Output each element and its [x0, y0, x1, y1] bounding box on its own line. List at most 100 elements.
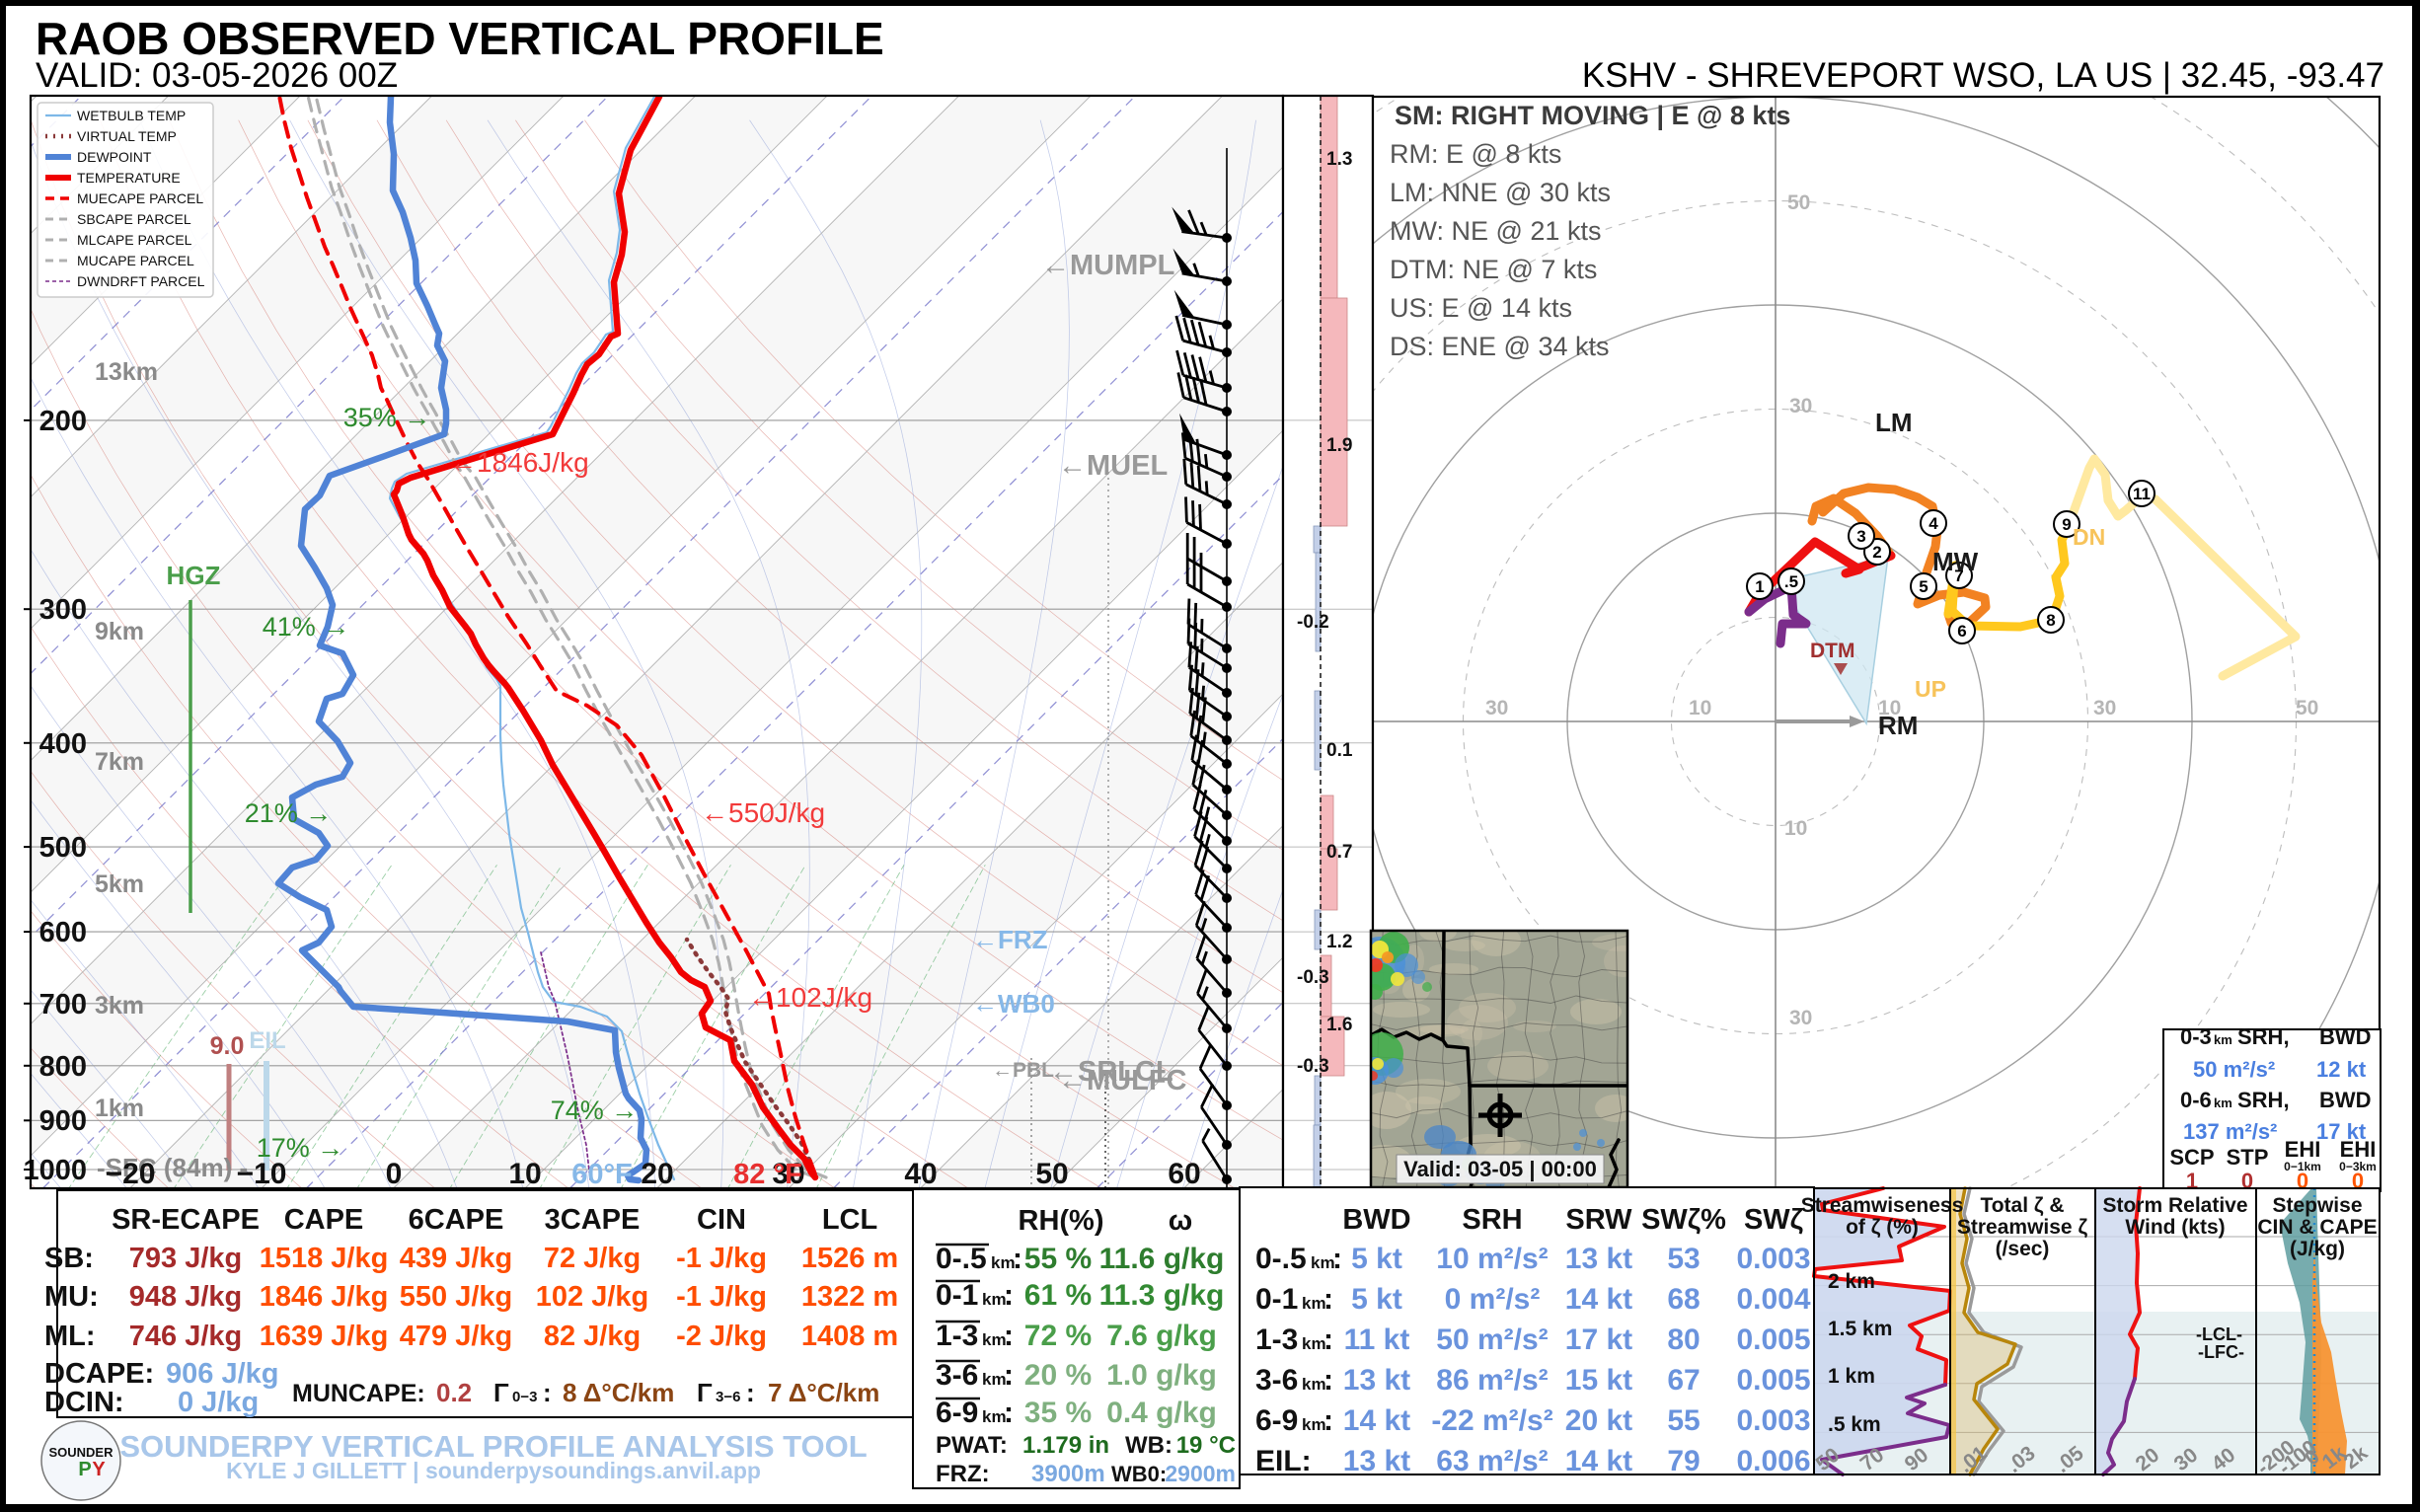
- svg-text:HGZ: HGZ: [167, 561, 221, 590]
- svg-text:6-9: 6-9: [1255, 1404, 1298, 1437]
- svg-text:1 km: 1 km: [1828, 1365, 1875, 1388]
- svg-text:11.3 g/kg: 11.3 g/kg: [1099, 1279, 1225, 1312]
- svg-text:2 km: 2 km: [1828, 1270, 1875, 1293]
- svg-text:20 kt: 20 kt: [1565, 1404, 1632, 1437]
- svg-text:0-1: 0-1: [1255, 1283, 1298, 1316]
- svg-text:30: 30: [1485, 697, 1508, 719]
- svg-text:6: 6: [1957, 622, 1966, 641]
- svg-text:-1 J/kg: -1 J/kg: [676, 1281, 767, 1313]
- svg-text:km: km: [982, 1290, 1007, 1309]
- svg-text:13 kt: 13 kt: [1343, 1364, 1410, 1397]
- svg-text:-22 m²/s²: -22 m²/s²: [1431, 1404, 1552, 1437]
- svg-text:1846 J/kg: 1846 J/kg: [260, 1281, 389, 1313]
- svg-text:1km: 1km: [95, 1095, 144, 1122]
- svg-text:6-9: 6-9: [936, 1397, 978, 1429]
- svg-text:km: km: [1302, 1375, 1326, 1394]
- svg-text:UP: UP: [1915, 676, 1946, 702]
- svg-text:VIRTUAL TEMP: VIRTUAL TEMP: [77, 128, 177, 144]
- svg-text:←WB0: ←WB0: [972, 989, 1055, 1019]
- svg-text:5 kt: 5 kt: [1351, 1283, 1402, 1316]
- svg-text:30: 30: [1789, 395, 1812, 417]
- svg-text:DTM: NE @ 7 kts: DTM: NE @ 7 kts: [1390, 255, 1597, 284]
- svg-text:RM: E @ 8 kts: RM: E @ 8 kts: [1390, 139, 1561, 169]
- svg-text:1.6: 1.6: [1326, 1015, 1352, 1035]
- svg-text::: :: [1013, 1243, 1022, 1275]
- svg-text:3-6: 3-6: [936, 1359, 978, 1392]
- svg-text:9.0: 9.0: [210, 1032, 245, 1060]
- svg-text:20 %: 20 %: [1024, 1359, 1092, 1392]
- svg-text:km: km: [1311, 1253, 1335, 1272]
- svg-text:MU:: MU:: [44, 1281, 99, 1313]
- svg-text:km: km: [1302, 1334, 1326, 1353]
- svg-text:14 kt: 14 kt: [1343, 1404, 1410, 1437]
- svg-text:439 J/kg: 439 J/kg: [400, 1243, 512, 1274]
- svg-text:1: 1: [2186, 1169, 2198, 1193]
- svg-text::: :: [1004, 1320, 1014, 1352]
- svg-text:RH(%): RH(%): [1019, 1205, 1104, 1237]
- svg-text:KYLE J GILLETT | sounderpysoun: KYLE J GILLETT | sounderpysoundings.anvi…: [226, 1458, 761, 1483]
- svg-text:5 kt: 5 kt: [1351, 1243, 1402, 1275]
- svg-text:3−6: 3−6: [716, 1389, 740, 1405]
- svg-text:SCP: SCP: [2169, 1145, 2214, 1170]
- svg-text:19 °C: 19 °C: [1176, 1432, 1236, 1459]
- svg-text:50 m²/s²: 50 m²/s²: [2193, 1057, 2275, 1082]
- svg-text:←MUEL: ←MUEL: [1058, 450, 1168, 482]
- svg-text:ML:: ML:: [44, 1321, 96, 1352]
- svg-text:1.9: 1.9: [1326, 435, 1352, 456]
- svg-text:0.005: 0.005: [1736, 1323, 1810, 1356]
- svg-text:SRH: SRH: [1462, 1204, 1522, 1236]
- svg-text:500: 500: [39, 832, 87, 864]
- svg-text:72 J/kg: 72 J/kg: [544, 1243, 641, 1274]
- svg-text:km: km: [982, 1407, 1007, 1426]
- svg-text:400: 400: [39, 728, 87, 760]
- svg-text:0: 0: [2241, 1169, 2253, 1193]
- svg-text:1.2: 1.2: [1326, 932, 1352, 952]
- svg-text:Γ: Γ: [493, 1378, 509, 1407]
- svg-text:0-3: 0-3: [2180, 1024, 2212, 1049]
- svg-text::: :: [1004, 1397, 1014, 1429]
- svg-text::: :: [1004, 1279, 1014, 1312]
- svg-text:21% →: 21% →: [245, 798, 333, 828]
- svg-text:6CAPE: 6CAPE: [409, 1204, 504, 1236]
- svg-text:1.179 in: 1.179 in: [1022, 1432, 1109, 1459]
- svg-text::: :: [1004, 1359, 1014, 1392]
- svg-text:7.6 g/kg: 7.6 g/kg: [1106, 1320, 1217, 1352]
- svg-text:3km: 3km: [95, 992, 144, 1020]
- svg-text:0: 0: [2297, 1169, 2308, 1193]
- svg-text:50 m²/s²: 50 m²/s²: [1436, 1323, 1548, 1356]
- svg-text:50: 50: [2296, 697, 2318, 719]
- svg-text:Valid: 03-05 | 00:00: Valid: 03-05 | 00:00: [1403, 1157, 1597, 1181]
- svg-text:km: km: [982, 1370, 1007, 1389]
- svg-text:WB:: WB:: [1125, 1432, 1172, 1459]
- svg-text:-SFC (84m) -: -SFC (84m) -: [97, 1153, 248, 1182]
- svg-text:68: 68: [1667, 1283, 1700, 1316]
- svg-text:0-6: 0-6: [2180, 1088, 2212, 1112]
- svg-text:PWAT:: PWAT:: [936, 1432, 1008, 1459]
- svg-text:14 kt: 14 kt: [1565, 1445, 1632, 1477]
- svg-text:←550J/kg: ←550J/kg: [701, 797, 825, 828]
- svg-text:11 kt: 11 kt: [1344, 1323, 1410, 1356]
- svg-text:−10: −10: [237, 1158, 287, 1190]
- svg-text:74% →: 74% →: [551, 1096, 639, 1125]
- svg-text:SWζ%: SWζ%: [1641, 1204, 1726, 1236]
- svg-text:0.003: 0.003: [1736, 1243, 1810, 1275]
- svg-text:13km: 13km: [95, 358, 158, 386]
- svg-text:61 %: 61 %: [1024, 1279, 1092, 1312]
- svg-text:1-3: 1-3: [936, 1320, 978, 1352]
- svg-text::: :: [1323, 1283, 1333, 1316]
- svg-text:3-6: 3-6: [1255, 1364, 1298, 1397]
- svg-text:TEMPERATURE: TEMPERATURE: [77, 170, 181, 186]
- svg-text:LM: NNE @ 30 kts: LM: NNE @ 30 kts: [1390, 178, 1611, 207]
- svg-text:MW: MW: [1932, 547, 1979, 576]
- svg-text:SR-ECAPE: SR-ECAPE: [112, 1204, 260, 1236]
- svg-text:0-.5: 0-.5: [1255, 1243, 1307, 1275]
- svg-text:80: 80: [1667, 1323, 1700, 1356]
- svg-text:BWD: BWD: [1342, 1204, 1410, 1236]
- svg-text:900: 900: [39, 1105, 87, 1137]
- svg-text:50: 50: [1787, 191, 1810, 214]
- svg-text:906 J/kg: 906 J/kg: [166, 1358, 278, 1390]
- svg-text:60: 60: [1168, 1158, 1200, 1190]
- svg-text:1322 m: 1322 m: [801, 1281, 898, 1313]
- svg-text:EHI: EHI: [2285, 1137, 2321, 1162]
- svg-text:30: 30: [1789, 1007, 1812, 1029]
